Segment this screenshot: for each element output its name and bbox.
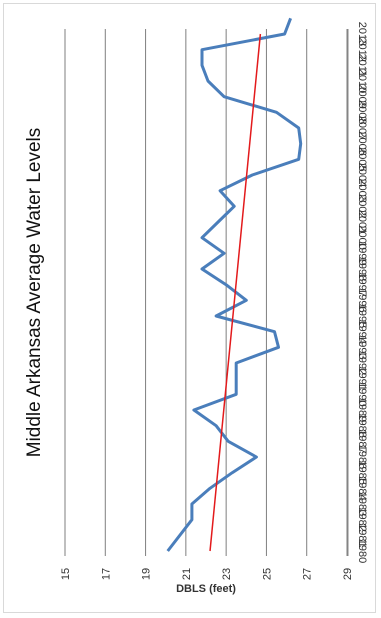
x-tick-label: 2009 (356, 84, 368, 108)
x-tick-label: 2000 (356, 225, 368, 249)
y-axis-label: DBLS (feet) (176, 583, 236, 595)
trend-line (209, 33, 262, 552)
x-tick-label: 1986 (356, 445, 368, 469)
x-tick-label: 2002 (356, 194, 368, 218)
x-axis-ticks: 1980198119821983198419851986198719881989… (356, 22, 368, 563)
y-tick-label: 25 (261, 568, 273, 580)
x-tick-label: 1998 (356, 257, 368, 281)
y-tick-label: 23 (221, 568, 233, 580)
x-tick-label: 1987 (356, 429, 368, 453)
x-tick-label: 2004 (356, 163, 368, 187)
x-tick-label: 1982 (356, 507, 368, 531)
gridlines (64, 29, 348, 556)
x-tick-label: 1993 (356, 335, 368, 359)
line-chart: 15 17 19 21 23 25 27 29 19801981198219831984198… (24, 17, 368, 595)
x-tick-label: 1992 (356, 351, 368, 375)
x-tick-label: 2013 (356, 22, 368, 46)
x-tick-label: 1990 (356, 382, 368, 406)
x-tick-label: 1981 (356, 523, 368, 547)
chart-frame: 15 17 19 21 23 25 27 29 1980 1981 1982 1983 1984 198… (3, 3, 376, 613)
x-tick-label: 1983 (356, 492, 368, 516)
x-tick-label: 2001 (356, 210, 368, 234)
x-tick-label: 2006 (356, 131, 368, 155)
x-tick-label: 1995 (356, 304, 368, 328)
x-tick-label: 1991 (356, 366, 368, 390)
chart-title: Middle Arkansas Average Water Levels (24, 128, 45, 458)
x-tick-label: 1988 (356, 413, 368, 437)
x-tick-label: 2005 (356, 147, 368, 171)
x-tick-label: 2010 (356, 69, 368, 93)
x-tick-label: 1997 (356, 272, 368, 296)
x-tick-label: 2011 (356, 54, 368, 78)
x-tick-label: 2012 (356, 37, 368, 61)
y-tick-label: 21 (181, 568, 193, 580)
y-tick-label: 15 (60, 568, 72, 580)
x-tick-label: 1980 (356, 539, 368, 563)
x-tick-label: 2008 (356, 100, 368, 124)
x-tick-label: 2003 (356, 178, 368, 202)
x-tick-label: 1999 (356, 241, 368, 265)
y-tick-label: 17 (100, 568, 112, 580)
x-tick-label: 2007 (356, 116, 368, 140)
y-tick-label: 19 (141, 568, 153, 580)
x-tick-label: 1994 (356, 319, 368, 343)
x-tick-label: 1985 (356, 460, 368, 484)
y-axis-ticks: 15 17 19 21 23 25 27 29 (60, 568, 354, 580)
series-line (166, 17, 303, 552)
y-tick-label: 27 (302, 568, 314, 580)
x-tick-label: 1989 (356, 398, 368, 422)
x-tick-label: 1996 (356, 288, 368, 312)
x-tick-label: 1984 (356, 476, 368, 500)
y-tick-label: 29 (342, 568, 354, 580)
